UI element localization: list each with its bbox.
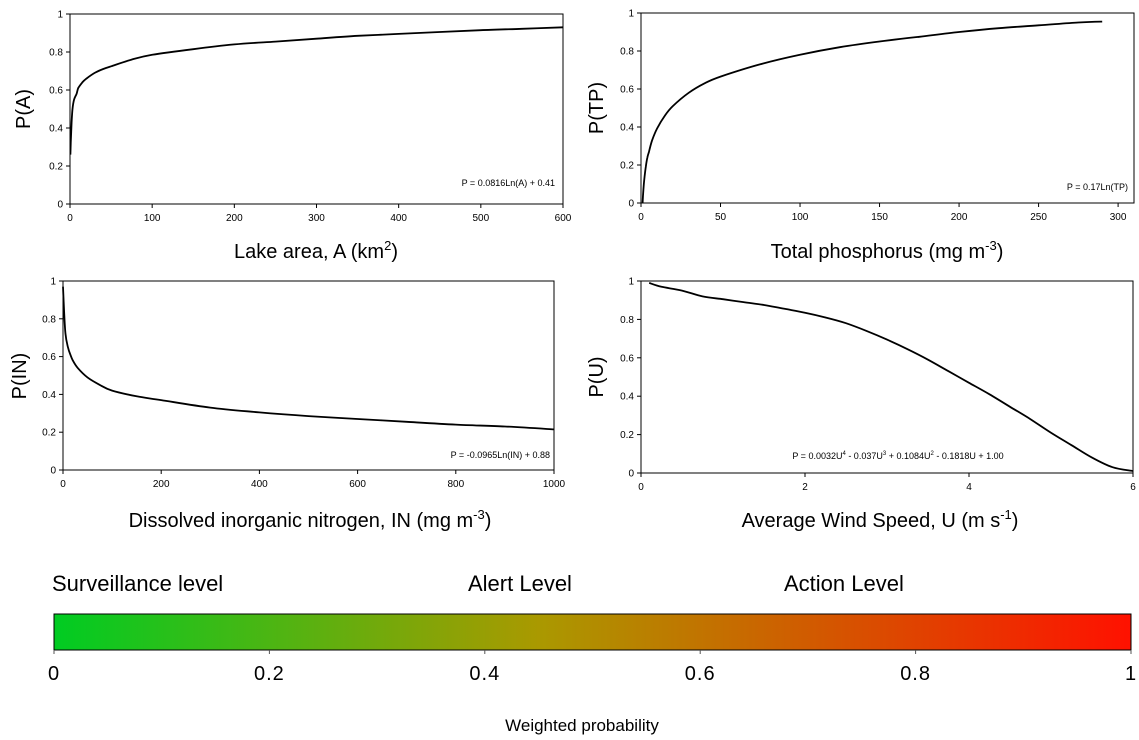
y-tick-label: 0.2 [42,428,56,439]
x-tick-label: 0 [60,479,66,490]
level-label-alert: Alert Level [468,571,572,596]
y-tick-label: 0.4 [49,124,63,135]
x-tick-label: 600 [555,213,572,224]
chart-inorganic-nitrogen: 0 200 400 600 800 1000 0 0.2 0.4 0.6 0.8 1 P(IN) Di… [9,277,566,533]
bar-tick-label: 1 [1125,663,1137,685]
ticks-inorganic-nitrogen: 0 200 400 600 800 1000 0 0.2 0.4 0.6 0.8 1 [42,277,565,491]
x-tick-label: 200 [153,479,170,490]
bar-tick-label: 0.4 [469,663,500,685]
ticks-wind-speed: 0 2 4 6 0 0.2 0.4 0.6 0.8 1 [620,277,1136,494]
x-tick-label: 200 [226,213,243,224]
x-tick-label: 800 [447,479,464,490]
bar-tick-label: 0.8 [900,663,931,685]
x-tick-label: 100 [144,213,161,224]
xlabel-lake-area: Lake area, A (km2) [234,238,398,263]
series-line-total-phosphorus [641,20,1103,204]
y-tick-label: 0.2 [49,162,63,173]
y-tick-label: 0.6 [49,86,63,97]
x-tick-label: 300 [1110,212,1127,223]
x-tick-label: 400 [251,479,268,490]
y-tick-label: 0 [57,200,63,211]
x-tick-label: 0 [638,482,644,493]
ylabel-total-phosphorus: P(TP) [586,82,608,134]
level-label-surveillance: Surveillance level [52,571,223,596]
ticks-total-phosphorus: 0 50 100 150 200 250 300 0 0.2 0.4 0.6 0.8 1 [620,9,1127,224]
series-line-wind-speed [648,282,1134,472]
xlabel-total-phosphorus: Total phosphorus (mg m-3) [771,238,1004,263]
y-tick-label: 0.4 [620,392,634,403]
y-tick-label: 0.4 [620,123,634,134]
y-tick-label: 1 [57,10,63,21]
plot-frame-lake-area [69,13,564,205]
plot-frame-wind-speed [640,280,1134,474]
xlabel-wind-speed: Average Wind Speed, U (m s-1) [742,507,1019,532]
x-tick-label: 100 [792,212,809,223]
x-tick-label: 150 [871,212,888,223]
chart-lake-area: 0 100 200 300 400 500 600 0 0.2 0.4 0.6 0.8 1 P(A) L… [13,10,572,264]
x-tick-label: 200 [951,212,968,223]
ylabel-inorganic-nitrogen: P(IN) [9,353,31,400]
bar-tick-label: 0.6 [685,663,716,685]
x-tick-label: 2 [802,482,808,493]
y-tick-label: 0.8 [42,314,56,325]
x-tick-label: 300 [308,213,325,224]
y-tick-label: 0.2 [620,430,634,441]
ylabel-lake-area: P(A) [13,89,35,129]
probability-bar-ticks: 0 0.2 0.4 0.6 0.8 1 [48,650,1137,685]
y-tick-label: 0.8 [49,48,63,59]
x-tick-label: 1000 [543,479,566,490]
y-tick-label: 0 [50,466,56,477]
probability-axis-title: Weighted probability [505,716,659,735]
x-tick-label: 50 [715,212,727,223]
y-tick-label: 1 [628,9,634,20]
plot-frame-inorganic-nitrogen [62,280,555,471]
y-tick-label: 1 [628,277,634,288]
chart-wind-speed: 0 2 4 6 0 0.2 0.4 0.6 0.8 1 P(U) Average Wind Spe… [586,277,1136,533]
y-tick-label: 0.2 [620,161,634,172]
x-tick-label: 400 [390,213,407,224]
series-line-inorganic-nitrogen [62,286,555,431]
x-tick-label: 0 [638,212,644,223]
x-tick-label: 600 [349,479,366,490]
equation-total-phosphorus: P = 0.17Ln(TP) [1067,182,1128,192]
equation-wind-speed: P = 0.0032U4 - 0.037U3 + 0.1084U2 - 0.18… [792,451,1003,461]
bar-tick-label: 0.2 [254,663,285,685]
y-tick-label: 0.8 [620,47,634,58]
plot-frame-total-phosphorus [640,12,1135,204]
x-tick-label: 0 [67,213,73,224]
ticks-lake-area: 0 100 200 300 400 500 600 0 0.2 0.4 0.6 0.8 1 [49,10,572,225]
y-tick-label: 0.6 [42,352,56,363]
chart-total-phosphorus: 0 50 100 150 200 250 300 0 0.2 0.4 0.6 0.8 1 P(TP) T… [586,9,1135,263]
x-tick-label: 500 [472,213,489,224]
y-tick-label: 1 [50,277,56,288]
series-line-lake-area [69,26,564,155]
xlabel-inorganic-nitrogen: Dissolved inorganic nitrogen, IN (mg m-3… [129,507,492,532]
y-tick-label: 0 [628,199,634,210]
probability-gradient-bar [53,613,1132,651]
bar-tick-label: 0 [48,663,60,685]
x-tick-label: 250 [1030,212,1047,223]
y-tick-label: 0.6 [620,353,634,364]
y-tick-label: 0.6 [620,85,634,96]
ylabel-wind-speed: P(U) [586,356,608,397]
y-tick-label: 0.4 [42,390,56,401]
equation-lake-area: P = 0.0816Ln(A) + 0.41 [462,178,555,188]
level-label-action: Action Level [784,571,904,596]
y-tick-label: 0.8 [620,315,634,326]
x-tick-label: 4 [966,482,972,493]
x-tick-label: 6 [1130,482,1136,493]
y-tick-label: 0 [628,469,634,480]
equation-inorganic-nitrogen: P = -0.0965Ln(IN) + 0.88 [451,450,550,460]
